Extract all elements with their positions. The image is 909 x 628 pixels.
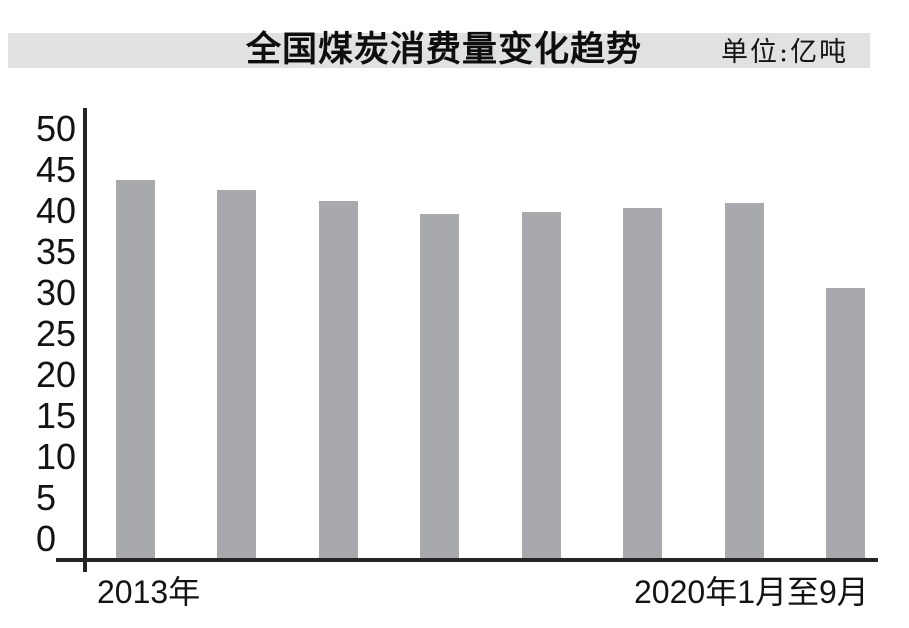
bar-0: [116, 179, 155, 558]
bar-6: [725, 203, 764, 558]
unit-label: 单位:亿吨: [721, 37, 849, 68]
title-band: [8, 33, 870, 68]
bar-3: [420, 214, 459, 558]
x-axis-line: [56, 558, 878, 562]
y-tick-label-30: 30: [36, 271, 77, 313]
y-tick-label-25: 25: [36, 312, 77, 354]
y-tick-label-0: 0: [36, 517, 57, 559]
y-tick-label-15: 15: [36, 394, 77, 436]
y-tick-label-35: 35: [36, 230, 77, 272]
bar-2: [319, 201, 358, 558]
bar-5: [623, 208, 662, 558]
y-tick-label-40: 40: [36, 189, 77, 231]
bar-1: [217, 189, 256, 558]
y-axis-line: [83, 108, 87, 572]
y-tick-label-10: 10: [36, 435, 77, 477]
bar-7: [826, 288, 865, 558]
x-axis-label-first: 2013年: [97, 574, 201, 610]
bar-4: [522, 211, 561, 558]
y-tick-label-20: 20: [36, 353, 77, 395]
y-tick-label-5: 5: [36, 476, 57, 518]
y-tick-label-45: 45: [36, 148, 77, 190]
chart-title: 全国煤炭消费量变化趋势: [246, 30, 643, 69]
y-tick-label-50: 50: [36, 107, 77, 149]
x-axis-label-last: 2020年1月至9月: [634, 574, 869, 610]
